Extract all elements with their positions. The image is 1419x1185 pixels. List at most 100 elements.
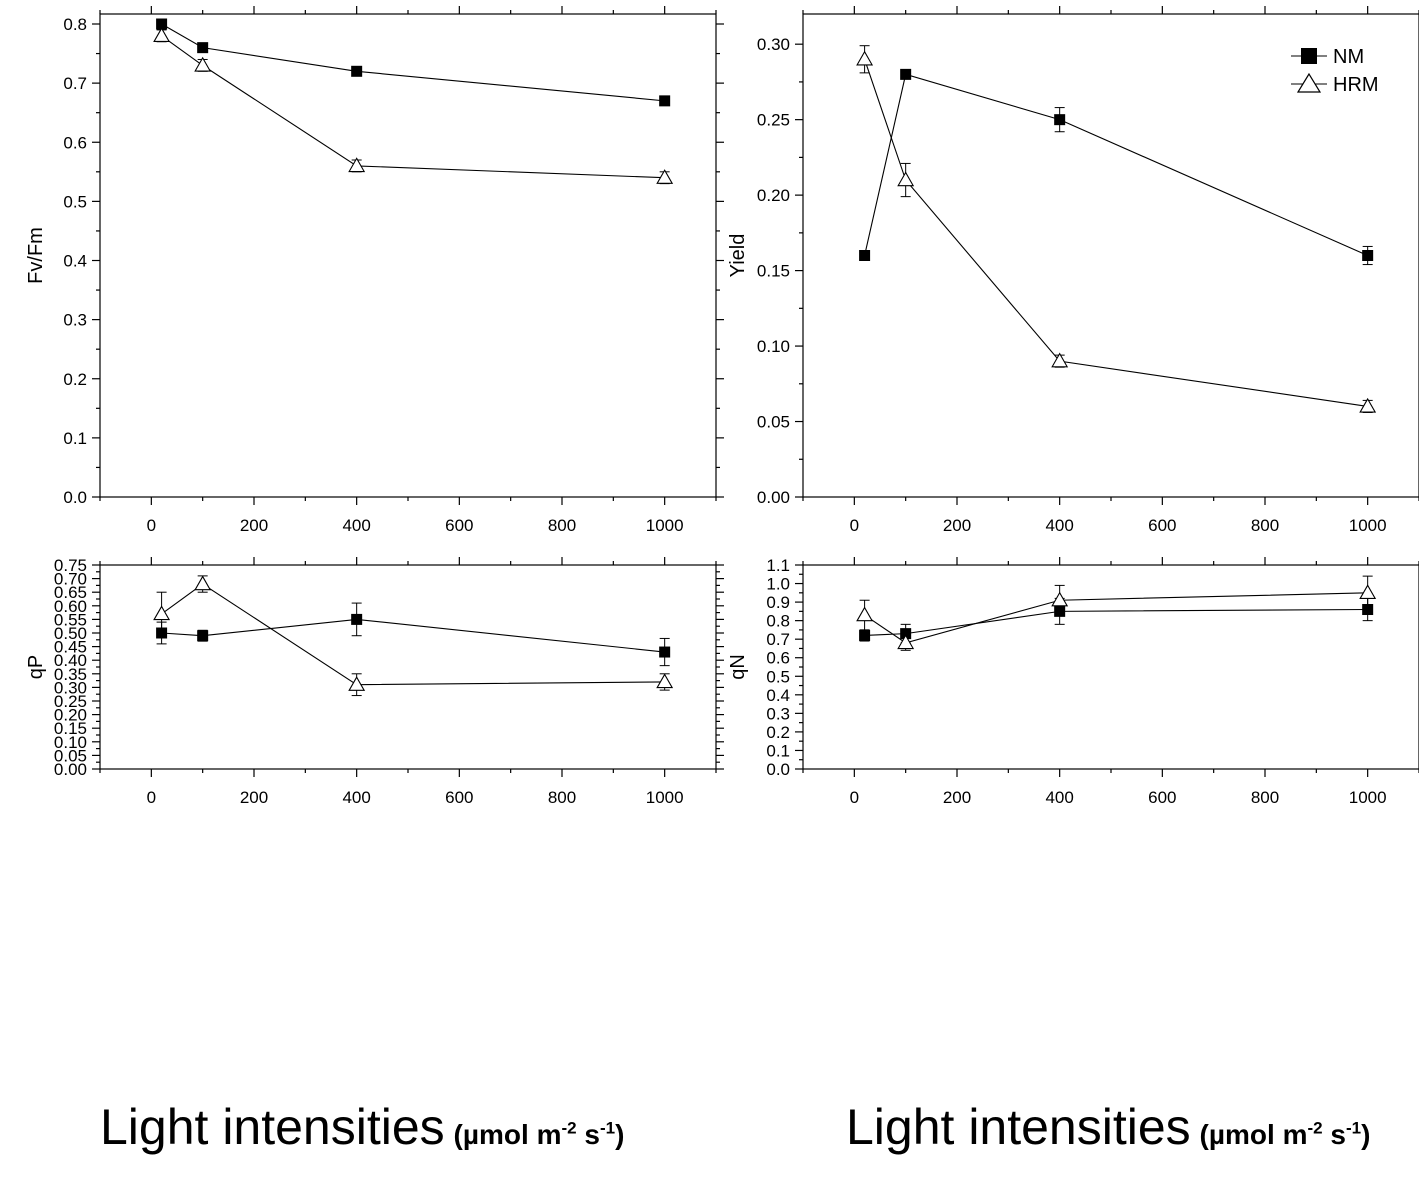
x-axis-title-main: Light intensities bbox=[846, 1099, 1191, 1155]
x-axis-unit: (µmol m-2 s-1) bbox=[453, 1118, 625, 1150]
data-point bbox=[1051, 352, 1069, 368]
x-axis-title-main: Light intensities bbox=[100, 1099, 445, 1155]
x-tick-label: 200 bbox=[943, 788, 971, 807]
x-tick-label: 800 bbox=[548, 516, 576, 535]
plot-frame bbox=[99, 564, 717, 770]
y-tick-label: 0.5 bbox=[766, 667, 790, 686]
data-point bbox=[156, 18, 168, 30]
x-tick-label: 0 bbox=[147, 516, 156, 535]
y-tick-label: 0.15 bbox=[757, 262, 790, 281]
legend-label: HRM bbox=[1333, 74, 1379, 96]
x-tick-label: 600 bbox=[445, 516, 473, 535]
series-nm bbox=[156, 18, 671, 107]
x-tick-label: 400 bbox=[1045, 516, 1073, 535]
series-nm bbox=[859, 597, 1374, 644]
legend-marker-triangle bbox=[1296, 72, 1322, 93]
y-tick-label: 0.05 bbox=[757, 413, 790, 432]
legend: NM HRM bbox=[1291, 46, 1379, 96]
plot-frame bbox=[802, 13, 1419, 498]
series-line bbox=[864, 608, 1368, 637]
x-axis-title-left: Light intensities (µmol m-2 s-1) bbox=[100, 1098, 624, 1156]
x-tick-label: 200 bbox=[943, 516, 971, 535]
data-point bbox=[197, 630, 209, 642]
legend-label: NM bbox=[1333, 46, 1364, 68]
data-point bbox=[659, 646, 671, 658]
series-line bbox=[161, 583, 665, 686]
data-point bbox=[194, 56, 212, 72]
y-tick-label: 0.9 bbox=[766, 593, 790, 612]
x-tick-label: 0 bbox=[147, 788, 156, 807]
series-nm bbox=[859, 68, 1374, 266]
y-tick-label: 0.10 bbox=[757, 337, 790, 356]
data-point bbox=[153, 605, 171, 621]
chart-panel-qn: 0 200 400 600 800 10000.00.10.20.30.40.50.60.… bbox=[727, 556, 1419, 807]
x-axis-unit: (µmol m-2 s-1) bbox=[1199, 1118, 1371, 1150]
chart-panel-qp: 0 200 400 600 800 1000 0.000.050.100.150.200.2… bbox=[25, 556, 724, 807]
x-tick-label: 600 bbox=[1148, 788, 1176, 807]
series-hrm bbox=[856, 575, 1377, 651]
x-tick-label: 0 bbox=[850, 788, 859, 807]
plot-frame bbox=[99, 13, 717, 498]
y-tick-label: 0.2 bbox=[63, 370, 87, 389]
series-hrm bbox=[153, 27, 674, 185]
data-point bbox=[656, 169, 674, 184]
x-tick-label: 0 bbox=[850, 516, 859, 535]
x-tick-label: 1000 bbox=[1349, 788, 1387, 807]
series-line bbox=[864, 592, 1368, 644]
y-tick-label: 0.35 bbox=[54, 665, 87, 684]
x-tick-label: 400 bbox=[1045, 788, 1073, 807]
y-tick-label: 0.2 bbox=[766, 723, 790, 742]
data-point bbox=[1362, 250, 1374, 261]
series-line bbox=[161, 618, 665, 653]
x-tick-label: 800 bbox=[548, 788, 576, 807]
data-point bbox=[351, 613, 363, 625]
x-axis-title-right: Light intensities (µmol m-2 s-1) bbox=[846, 1098, 1370, 1156]
series-hrm bbox=[856, 45, 1377, 413]
data-point bbox=[656, 673, 674, 689]
y-tick-label: 0.50 bbox=[54, 624, 87, 643]
y-tick-label: 0.0 bbox=[766, 760, 790, 779]
x-tick-label: 400 bbox=[342, 516, 370, 535]
data-point bbox=[900, 68, 912, 80]
plot-frame bbox=[802, 564, 1419, 770]
y-tick-label: 0.00 bbox=[54, 760, 87, 779]
data-point bbox=[900, 628, 912, 640]
data-point bbox=[659, 95, 671, 107]
y-tick-label: 0.7 bbox=[766, 630, 790, 649]
data-point bbox=[1051, 591, 1069, 607]
series-line bbox=[161, 35, 665, 179]
y-tick-label: 0.05 bbox=[54, 746, 87, 765]
y-tick-label: 0.7 bbox=[63, 74, 87, 93]
x-tick-label: 200 bbox=[240, 788, 268, 807]
y-tick-label: 0.55 bbox=[54, 610, 87, 629]
series-hrm bbox=[153, 575, 674, 697]
x-tick-label: 600 bbox=[1148, 516, 1176, 535]
x-tick-label: 400 bbox=[342, 788, 370, 807]
y-axis-title: qN bbox=[727, 654, 749, 680]
y-tick-label: 0.0 bbox=[63, 488, 87, 507]
legend-entry-nm: NM bbox=[1291, 46, 1364, 68]
legend-marker-square bbox=[1301, 48, 1317, 64]
y-tick-label: 0.15 bbox=[54, 719, 87, 738]
series-line bbox=[864, 59, 1368, 407]
y-tick-label: 0.70 bbox=[54, 570, 87, 589]
legend-entry-hrm: HRM bbox=[1291, 72, 1379, 96]
y-tick-label: 0.40 bbox=[54, 651, 87, 670]
y-tick-label: 0.20 bbox=[757, 186, 790, 205]
x-tick-label: 1000 bbox=[646, 516, 684, 535]
y-tick-label: 0.60 bbox=[54, 597, 87, 616]
y-tick-label: 0.8 bbox=[766, 612, 790, 631]
y-tick-label: 0.65 bbox=[54, 583, 87, 602]
y-tick-label: 0.6 bbox=[766, 649, 790, 668]
y-tick-label: 0.1 bbox=[766, 741, 790, 760]
y-tick-label: 0.25 bbox=[757, 111, 790, 130]
y-tick-label: 0.8 bbox=[63, 15, 87, 34]
y-tick-label: 1.0 bbox=[766, 575, 790, 594]
y-tick-label: 0.3 bbox=[63, 311, 87, 330]
y-axis-title: qP bbox=[25, 655, 47, 679]
data-point bbox=[153, 27, 171, 43]
series-line bbox=[161, 23, 665, 102]
y-axis-title: Fv/Fm bbox=[25, 227, 47, 284]
y-tick-label: 0.20 bbox=[54, 706, 87, 725]
y-tick-label: 0.30 bbox=[757, 35, 790, 54]
